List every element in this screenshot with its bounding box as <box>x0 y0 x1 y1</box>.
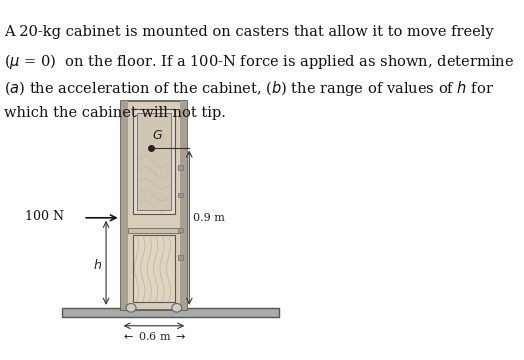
Bar <box>121 101 187 310</box>
Text: A 20-kg cabinet is mounted on casters that allow it to move freely: A 20-kg cabinet is mounted on casters th… <box>4 25 494 39</box>
Text: $G$: $G$ <box>152 129 163 142</box>
Bar <box>133 235 174 302</box>
Bar <box>62 308 279 317</box>
Circle shape <box>172 303 182 312</box>
Text: 100 N: 100 N <box>25 210 64 222</box>
Bar <box>179 166 182 170</box>
Text: $\leftarrow$ 0.6 m $\rightarrow$: $\leftarrow$ 0.6 m $\rightarrow$ <box>121 329 187 342</box>
Bar <box>133 109 174 214</box>
Text: $h$: $h$ <box>93 258 102 271</box>
Text: 0.9 m: 0.9 m <box>193 213 225 223</box>
Bar <box>179 255 182 260</box>
Text: ($a$) the acceleration of the cabinet, ($b$) the range of values of $h$ for: ($a$) the acceleration of the cabinet, (… <box>4 79 494 98</box>
Bar <box>121 101 128 310</box>
Circle shape <box>126 303 136 312</box>
Bar <box>179 193 182 197</box>
Bar <box>180 101 187 310</box>
Text: ($\mu$ = 0)  on the floor. If a 100-N force is applied as shown, determine: ($\mu$ = 0) on the floor. If a 100-N for… <box>4 52 514 71</box>
Bar <box>179 228 182 233</box>
Text: which the cabinet will not tip.: which the cabinet will not tip. <box>4 106 226 120</box>
Bar <box>137 113 170 210</box>
Bar <box>128 228 180 233</box>
